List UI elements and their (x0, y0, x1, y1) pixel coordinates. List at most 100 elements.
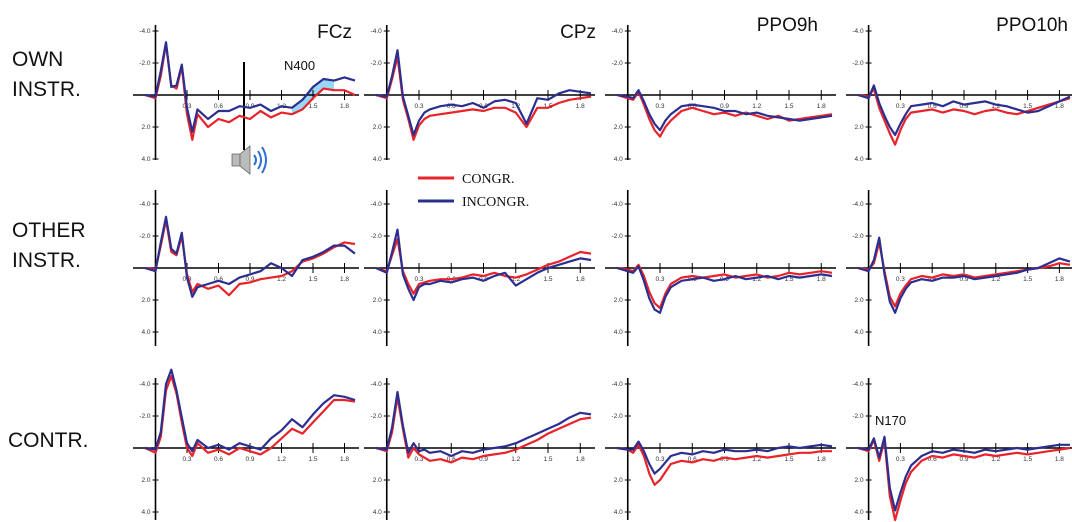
series-incongruent-line (857, 435, 1070, 512)
y-tick-label: 2.0 (141, 477, 150, 484)
legend-label-congruent: CONGR. (462, 172, 515, 187)
channel-title-ppo9h: PPO9h (757, 15, 818, 36)
y-tick-label: 2.0 (614, 124, 623, 131)
series-incongruent-line (857, 84, 1071, 137)
x-tick-label: 1.5 (308, 103, 317, 110)
x-tick-label: 1.8 (1055, 103, 1064, 110)
x-tick-label: 1.5 (543, 276, 552, 283)
y-tick-label: -4.0 (139, 381, 151, 388)
x-tick-label: 0.3 (414, 456, 423, 463)
x-tick-label: 1.2 (277, 456, 286, 463)
y-tick-label: 4.0 (373, 329, 382, 336)
row-label-other-line1: OTHER (12, 219, 86, 242)
y-tick-label: -4.0 (612, 381, 624, 388)
x-tick-label: 1.8 (576, 276, 585, 283)
x-tick-label: 1.5 (1023, 276, 1032, 283)
y-tick-label: -2.0 (139, 233, 151, 240)
series-congruent-line (616, 443, 832, 486)
y-tick-label: -2.0 (371, 60, 383, 67)
x-tick-label: 0.3 (896, 276, 905, 283)
y-tick-label: -2.0 (612, 413, 624, 420)
x-tick-label: 1.5 (1023, 456, 1032, 463)
x-tick-label: 1.2 (991, 276, 1000, 283)
x-tick-label: 1.8 (340, 103, 349, 110)
panel-ppo9h-row2: -4.0 -2.0 2.0 4.0 0.3 0.6 0.9 1.2 1.5 1.8 (605, 378, 836, 520)
x-tick-label: 0.6 (928, 276, 937, 283)
row-label-control: CONTR. (8, 429, 89, 452)
legend: CONGR. INCONGR. (418, 172, 529, 210)
y-tick-label: -2.0 (139, 60, 151, 67)
panel-cpz-row2: -4.0 -2.0 2.0 4.0 0.3 0.6 0.9 1.2 1.5 1.8 (364, 378, 595, 520)
y-tick-label: 4.0 (614, 509, 623, 516)
x-tick-label: 0.9 (479, 276, 488, 283)
series-incongruent-line (375, 390, 592, 458)
y-tick-label: 2.0 (614, 477, 623, 484)
x-tick-label: 0.6 (214, 456, 223, 463)
x-tick-label: 1.5 (1023, 103, 1032, 110)
x-tick-label: 0.9 (720, 456, 729, 463)
y-tick-label: -4.0 (139, 201, 151, 208)
y-tick-label: 4.0 (141, 329, 150, 336)
x-tick-label: 0.9 (720, 103, 729, 110)
y-tick-label: 2.0 (614, 297, 623, 304)
y-tick-label: -2.0 (371, 413, 383, 420)
x-tick-label: 0.9 (959, 103, 968, 110)
x-tick-label: 0.3 (655, 276, 664, 283)
y-tick-label: -2.0 (612, 233, 624, 240)
series-incongruent-line (375, 49, 592, 137)
x-tick-label: 1.5 (543, 456, 552, 463)
x-tick-label: 1.8 (340, 456, 349, 463)
panel-fcz-row0: -4.0-2.02.04.00.3 0.6 0.9 1.2 1.5 1.8 (133, 25, 359, 163)
x-tick-label: 1.5 (308, 276, 317, 283)
x-tick-label: 0.3 (655, 103, 664, 110)
y-tick-label: 2.0 (855, 297, 864, 304)
x-tick-label: 1.8 (817, 456, 826, 463)
panel-ppo10h-row1: -4.0 -2.0 2.0 4.0 0.3 0.6 0.9 1.2 1.5 1.8 (846, 190, 1072, 346)
x-tick-label: 0.6 (214, 103, 223, 110)
y-tick-label: 4.0 (141, 509, 150, 516)
series-congruent-line (144, 374, 356, 458)
x-tick-label: 0.6 (214, 276, 223, 283)
series-incongruent-line (616, 440, 833, 475)
panel-cpz-row0: -4.0-2.02.04.00.3 0.6 0.9 1.2 1.5 1.8 (364, 25, 595, 163)
y-tick-label: -2.0 (852, 413, 864, 420)
y-tick-label: 4.0 (141, 156, 150, 163)
x-tick-label: 0.3 (655, 456, 664, 463)
y-tick-label: -4.0 (852, 28, 864, 35)
y-tick-label: 2.0 (141, 297, 150, 304)
y-tick-label: 2.0 (373, 124, 382, 131)
series-incongruent-line (144, 368, 356, 453)
y-tick-label: 4.0 (855, 156, 864, 163)
x-tick-label: 0.6 (688, 456, 697, 463)
y-tick-label: -2.0 (371, 233, 383, 240)
x-tick-label: 0.3 (414, 103, 423, 110)
channel-title-ppo10h: PPO10h (996, 15, 1068, 36)
series-congruent-line (144, 218, 356, 297)
series-congruent-line (616, 90, 833, 138)
x-tick-label: 0.6 (447, 456, 456, 463)
panel-fcz-row2: -4.0 -2.0 2.0 4.0 0.3 0.6 0.9 1.2 1.5 1.8 (133, 368, 359, 520)
y-tick-label: -4.0 (852, 201, 864, 208)
panel-ppo10h-row0: -4.0 -2.0 2.0 4.0 0.3 0.6 0.9 1.2 1.5 1.8 (846, 25, 1072, 163)
row-label-other-line2: INSTR. (12, 249, 81, 272)
x-tick-label: 0.9 (959, 456, 968, 463)
x-tick-label: 0.3 (182, 456, 191, 463)
y-tick-label: -4.0 (852, 381, 864, 388)
y-tick-label: -4.0 (371, 201, 383, 208)
x-tick-label: 1.8 (1055, 276, 1064, 283)
y-tick-label: 4.0 (373, 509, 382, 516)
y-tick-label: 4.0 (855, 329, 864, 336)
x-tick-label: 1.5 (784, 103, 793, 110)
x-tick-label: 0.3 (896, 103, 905, 110)
series-incongruent-line (616, 265, 833, 314)
y-tick-label: 4.0 (373, 156, 382, 163)
y-tick-label: -2.0 (852, 60, 864, 67)
x-tick-label: 0.6 (447, 103, 456, 110)
x-tick-label: 1.5 (308, 456, 317, 463)
panel-ppo9h-row1: -4.0-2.02.04.00.3 0.6 0.9 1.2 1.5 1.8 (605, 190, 836, 346)
y-tick-label: 4.0 (614, 329, 623, 336)
x-tick-label: 0.6 (928, 103, 937, 110)
series-incongruent-line (857, 236, 1071, 314)
x-tick-label: 1.8 (576, 103, 585, 110)
